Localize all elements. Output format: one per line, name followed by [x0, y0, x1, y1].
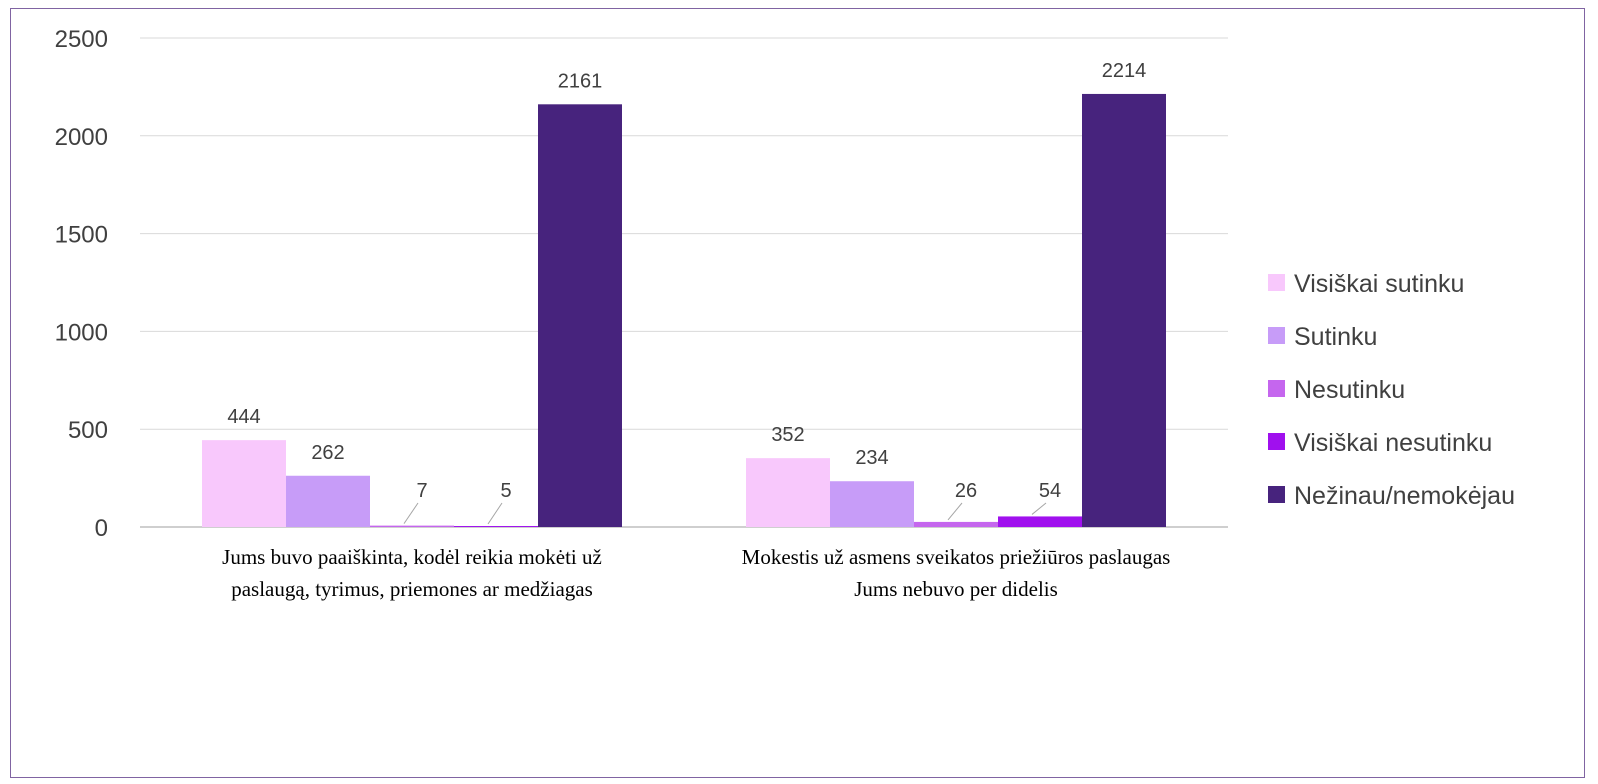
category-label: Mokestis už asmens sveikatos priežiūros … — [742, 545, 1171, 569]
legend-label: Visiškai nesutinku — [1294, 429, 1492, 457]
bar — [538, 104, 622, 527]
bar — [998, 516, 1082, 527]
legend-label: Sutinku — [1294, 323, 1377, 351]
y-tick-label: 2500 — [55, 26, 108, 53]
bar — [202, 440, 286, 527]
label-leader-line — [1031, 502, 1047, 515]
data-label: 444 — [227, 406, 260, 428]
legend-swatch — [1268, 433, 1285, 450]
data-label: 234 — [855, 447, 888, 469]
data-label: 5 — [500, 480, 511, 502]
legend-swatch — [1268, 486, 1285, 503]
bar — [454, 526, 538, 527]
y-tick-label: 1000 — [55, 319, 108, 346]
legend-label: Visiškai sutinku — [1294, 270, 1464, 298]
legend-swatch — [1268, 274, 1285, 291]
data-label: 54 — [1039, 480, 1061, 502]
bar — [1082, 93, 1166, 528]
category-label: Jums buvo paaiškinta, kodėl reikia mokėt… — [222, 545, 602, 569]
y-tick-label: 500 — [68, 417, 108, 444]
y-tick-label: 0 — [95, 515, 108, 542]
data-label: 7 — [416, 480, 427, 502]
bar — [914, 521, 998, 527]
data-label: 262 — [311, 442, 344, 464]
y-tick-label: 1500 — [55, 222, 108, 249]
legend-label: Nežinau/nemokėjau — [1294, 482, 1515, 510]
label-leader-line — [403, 502, 419, 524]
bar — [746, 458, 830, 527]
bar — [830, 481, 914, 527]
data-label: 2214 — [1102, 60, 1147, 82]
legend-swatch — [1268, 327, 1285, 344]
category-label: Jums nebuvo per didelis — [854, 577, 1058, 601]
label-leader-line — [947, 502, 963, 521]
y-tick-label: 2000 — [55, 124, 108, 151]
bar — [370, 525, 454, 527]
chart-frame — [10, 8, 1585, 778]
data-label: 352 — [771, 424, 804, 446]
data-label: 2161 — [558, 70, 603, 92]
bar — [286, 475, 370, 527]
category-label: paslaugą, tyrimus, priemones ar medžiaga… — [231, 577, 593, 601]
label-leader-line — [487, 502, 503, 525]
legend-label: Nesutinku — [1294, 376, 1405, 404]
legend-swatch — [1268, 380, 1285, 397]
data-label: 26 — [955, 480, 977, 502]
